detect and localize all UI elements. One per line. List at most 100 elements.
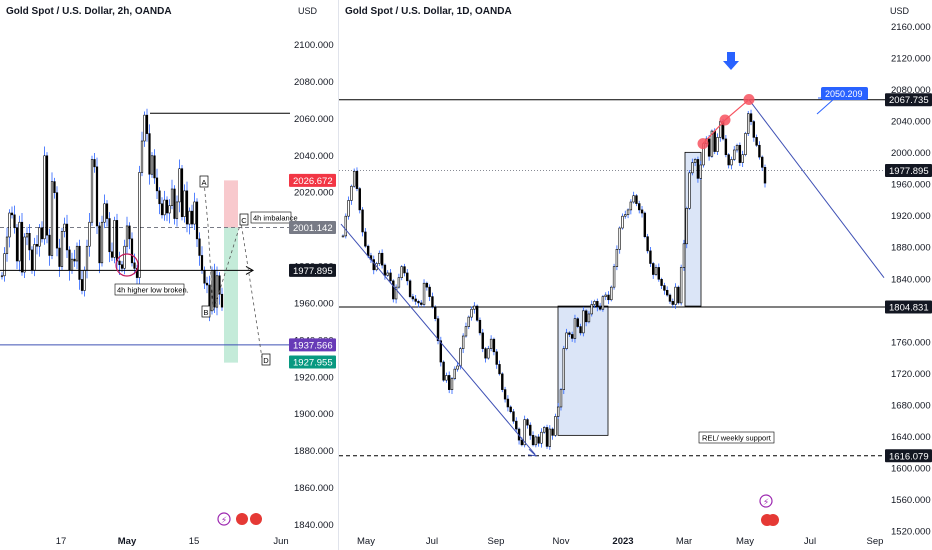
left-candle-body — [28, 233, 31, 251]
right-candle-body — [414, 298, 417, 302]
right-candle — [596, 298, 599, 312]
chart-2h-svg[interactable]: 2100.000 2080.000 2060.000 2040.000 2020.000… — [0, 0, 338, 550]
annotation-imbalance: 4h imbalance — [250, 211, 298, 224]
right-candle-body — [671, 301, 674, 305]
right-candle-body — [506, 398, 510, 408]
price-badge-bg — [885, 164, 932, 178]
left-candle — [138, 165, 141, 288]
left-candle-body — [145, 114, 149, 134]
chart-1d-svg[interactable]: 2160.000 2120.000 2080.000 2040.000 2000.000… — [339, 0, 932, 550]
right-candle-body — [503, 389, 507, 400]
left-candle-body — [140, 140, 144, 173]
projection-line — [748, 99, 885, 278]
chart-2h-currency: USD — [298, 6, 318, 16]
chart-1d-panel[interactable]: 2160.000 2120.000 2080.000 2040.000 2000.000… — [338, 0, 932, 550]
right-candle-body — [752, 121, 756, 138]
right-candle-body — [638, 203, 641, 211]
left-candle — [48, 228, 51, 266]
y-tick-label: 1600.000 — [891, 463, 931, 474]
right-candle — [735, 143, 739, 153]
left-candle — [190, 204, 194, 228]
left-candle-body — [175, 201, 179, 219]
right-candle-body — [696, 159, 700, 179]
right-candle-body — [738, 144, 742, 163]
right-candle-body — [679, 267, 683, 304]
right-candle-body — [677, 286, 680, 304]
left-candle — [143, 111, 146, 147]
right-candle-body — [629, 201, 633, 211]
right-candle — [417, 299, 420, 308]
right-candle — [344, 213, 347, 239]
left-candle-body — [200, 255, 204, 271]
right-candle-body — [492, 338, 496, 353]
left-candle — [105, 200, 109, 227]
left-candle-body — [188, 210, 191, 225]
price-badge-bg — [885, 300, 932, 314]
left-candle — [45, 152, 49, 244]
right-candle — [350, 184, 353, 205]
left-candle-body — [100, 221, 104, 264]
right-candle-body — [576, 318, 579, 327]
right-candle-body — [674, 286, 677, 305]
right-candle-body — [735, 144, 739, 151]
right-candle-body — [386, 272, 389, 276]
right-candle-body — [464, 326, 468, 337]
right-candle — [693, 157, 697, 167]
right-candle — [461, 333, 465, 354]
y-tick-label: 1760.000 — [891, 337, 931, 348]
annotation-box — [114, 283, 185, 296]
right-candle-body — [601, 296, 605, 310]
callout-bg — [821, 87, 868, 100]
price-badge-bg — [289, 263, 336, 277]
right-candle-body — [744, 133, 747, 156]
left-candle — [175, 195, 179, 227]
left-candle-body — [218, 275, 221, 295]
chart-2h-panel[interactable]: 2100.000 2080.000 2060.000 2040.000 2020.000… — [0, 0, 338, 550]
chart-1d-title: Gold Spot / U.S. Dollar, 1D, OANDA — [345, 6, 512, 17]
left-candle-body — [40, 227, 44, 240]
right-candle-body — [607, 294, 610, 301]
right-candle — [445, 372, 448, 383]
right-candle — [403, 263, 406, 277]
right-candle-body — [688, 172, 691, 209]
right-candle — [665, 286, 669, 297]
down-arrow-icon — [723, 52, 739, 70]
x-tick-label: Jun — [273, 536, 288, 547]
right-candle — [498, 360, 501, 376]
right-candle-body — [615, 249, 619, 267]
right-candle — [470, 306, 473, 321]
right-candle — [431, 292, 434, 309]
left-candle — [165, 196, 169, 222]
right-candle — [489, 335, 493, 352]
right-candle-body — [582, 310, 585, 334]
y-tick-label: 2000.000 — [891, 148, 931, 159]
right-candle — [663, 282, 666, 295]
right-candle — [537, 434, 540, 447]
left-candle-body — [15, 227, 19, 262]
right-candle-body — [347, 200, 350, 217]
right-candle-body — [755, 137, 758, 146]
left-candle-body — [138, 172, 141, 278]
left-candle — [183, 184, 186, 223]
right-candle-body — [640, 209, 644, 214]
right-candle-body — [596, 301, 599, 308]
left-candle-body — [123, 245, 126, 269]
left-candle — [130, 232, 134, 267]
x-tick-label: Nov — [553, 536, 570, 547]
right-candle-body — [682, 243, 686, 268]
right-candle — [635, 194, 638, 207]
left-candle-body — [35, 244, 39, 247]
us-flag-icon — [250, 513, 262, 525]
right-candle — [442, 360, 445, 382]
pattern-point-label: A — [201, 178, 206, 187]
right-candle-body — [537, 436, 540, 444]
right-candle — [607, 291, 610, 305]
right-candle-body — [422, 282, 426, 305]
price-badge-text: 1937.566 — [293, 340, 333, 351]
left-candle — [43, 146, 46, 245]
annotation-weekly-support: REL/ weekly support — [698, 431, 775, 444]
right-candle-body — [481, 332, 484, 349]
left-candle-body — [215, 275, 219, 308]
right-candle-body — [428, 286, 431, 297]
left-candle — [93, 153, 96, 173]
